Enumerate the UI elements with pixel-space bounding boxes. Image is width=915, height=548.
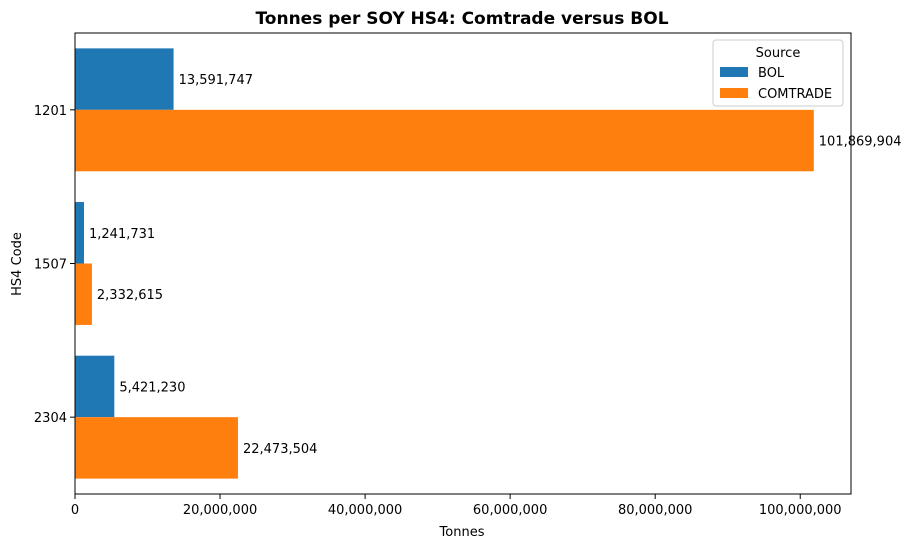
bar-comtrade-2304 — [75, 417, 238, 479]
x-tick-label-1: 20,000,000 — [183, 503, 257, 518]
data-label-bol-1507: 1,241,731 — [89, 227, 155, 242]
chart-title: Tonnes per SOY HS4: Comtrade versus BOL — [255, 9, 668, 29]
x-tick-label-5: 100,000,000 — [759, 503, 842, 518]
legend-title: Source — [756, 46, 801, 61]
x-tick-label-3: 60,000,000 — [473, 503, 547, 518]
legend-swatch-bol — [720, 67, 748, 77]
legend-label-comtrade: COMTRADE — [758, 87, 832, 102]
data-label-comtrade-1201: 101,869,904 — [819, 135, 902, 150]
x-tick-label-0: 0 — [71, 503, 79, 518]
data-label-comtrade-2304: 22,473,504 — [243, 442, 317, 457]
y-tick-label-2304: 2304 — [34, 411, 67, 426]
x-tick-label-4: 80,000,000 — [618, 503, 692, 518]
data-label-comtrade-1507: 2,332,615 — [97, 288, 163, 303]
y-axis-ticks: 1201 1507 2304 — [34, 104, 75, 426]
bar-bol-1507 — [75, 202, 85, 264]
x-axis-label: Tonnes — [439, 525, 485, 540]
y-tick-label-1201: 1201 — [34, 104, 67, 119]
x-axis-ticks: 0 20,000,000 40,000,000 60,000,000 80,000,00… — [71, 494, 842, 518]
legend-swatch-comtrade — [720, 88, 748, 98]
bar-comtrade-1201 — [75, 109, 814, 172]
legend-entries: BOL COMTRADE — [720, 66, 832, 102]
data-labels-group: 13,591,747 101,869,904 1,241,731 2,332,615 5… — [89, 73, 902, 457]
legend: Source BOL COMTRADE — [712, 39, 844, 107]
data-label-bol-2304: 5,421,230 — [119, 380, 185, 395]
y-tick-label-1507: 1507 — [34, 258, 67, 273]
bar-bol-1201 — [75, 48, 174, 110]
x-tick-label-2: 40,000,000 — [328, 503, 402, 518]
bar-comtrade-1507 — [75, 263, 92, 325]
legend-label-bol: BOL — [758, 66, 785, 81]
y-axis-label: HS4 Code — [10, 232, 25, 296]
bar-bol-2304 — [75, 355, 115, 418]
bars-group — [75, 48, 814, 479]
data-label-bol-1201: 13,591,747 — [179, 73, 253, 88]
